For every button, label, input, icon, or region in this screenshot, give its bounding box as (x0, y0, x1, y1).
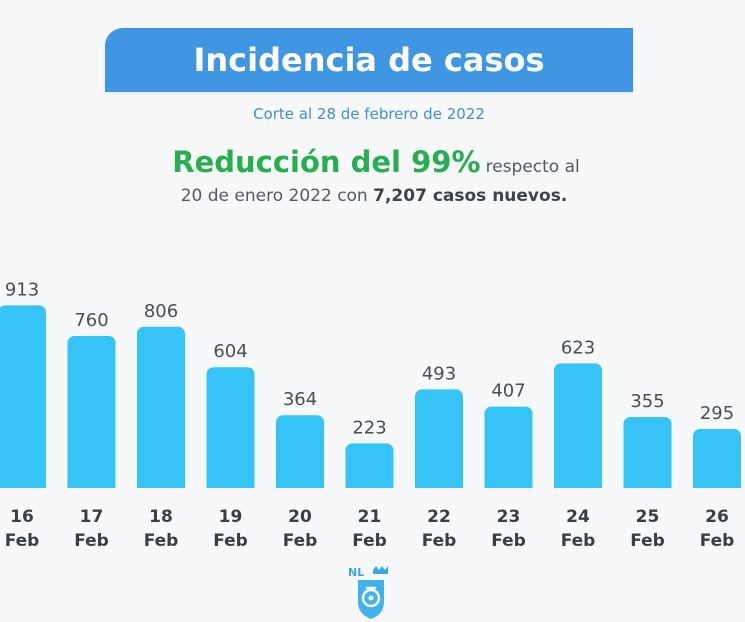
reduction-headline: Reducción del 99% respecto al (0, 143, 745, 186)
data-label-23: 407 (491, 381, 525, 402)
bar-22 (415, 389, 463, 495)
data-label-19: 604 (213, 341, 247, 362)
tick-label-month-20: Feb (283, 531, 318, 551)
tick-label-month-17: Feb (74, 531, 109, 551)
tick-label-day-19: 19 (219, 507, 243, 527)
bar-chart: 913 16 Feb 760 17 Feb 806 18 Feb 604 19 Feb 364 20 Feb… (0, 279, 745, 551)
tick-label-day-20: 20 (288, 507, 312, 527)
tick-label-day-16: 16 (10, 507, 34, 527)
data-label-25: 355 (630, 391, 664, 412)
tick-label-month-16: Feb (5, 531, 40, 551)
bar-17 (67, 336, 116, 495)
logo: NL (346, 564, 394, 622)
tick-label-day-22: 22 (427, 507, 451, 527)
data-label-18: 806 (144, 301, 178, 322)
baseline-mask (0, 488, 745, 497)
tick-label-month-25: Feb (630, 531, 665, 551)
tick-label-month-26: Feb (700, 531, 735, 551)
new-cases-count: 7,207 casos nuevos. (373, 186, 568, 206)
data-label-20: 364 (283, 389, 317, 410)
bar-16 (0, 305, 46, 495)
bar-23 (484, 406, 533, 495)
tick-label-month-21: Feb (352, 531, 387, 551)
tick-label-day-24: 24 (566, 507, 590, 527)
data-label-22: 493 (422, 363, 456, 384)
tick-label-month-19: Feb (213, 531, 248, 551)
data-label-21: 223 (352, 417, 386, 438)
data-label-26: 295 (700, 403, 734, 424)
tick-label-month-18: Feb (144, 531, 179, 551)
bar-21 (345, 443, 394, 495)
tick-label-month-22: Feb (422, 531, 457, 551)
tick-label-month-23: Feb (491, 531, 526, 551)
reduction-line2-prefix: 20 de enero 2022 con (180, 186, 374, 206)
reduction-line2: 20 de enero 2022 con 7,207 casos nuevos. (0, 183, 745, 209)
tick-label-day-17: 17 (80, 507, 104, 527)
tick-label-day-18: 18 (149, 507, 173, 527)
tick-label-day-25: 25 (636, 507, 660, 527)
bar-25 (623, 417, 672, 495)
data-label-24: 623 (561, 337, 595, 358)
bar-24 (554, 363, 602, 495)
bar-20 (276, 415, 324, 495)
tick-label-day-21: 21 (358, 507, 382, 527)
data-label-17: 760 (74, 310, 108, 331)
page-title: Incidencia de casos (193, 41, 545, 79)
tick-label-month-24: Feb (561, 531, 596, 551)
reduction-line1-rest: respecto al (485, 157, 580, 177)
date-subtitle: Corte al 28 de febrero de 2022 (253, 105, 485, 123)
title-banner (105, 28, 633, 92)
bar-19 (206, 367, 255, 495)
bar-18 (137, 326, 185, 495)
reduction-highlight: Reducción del 99% (172, 145, 481, 179)
nuevo-leon-shield-icon: NL (348, 566, 388, 619)
bar-26 (693, 429, 741, 495)
logo-text: NL (348, 566, 364, 579)
data-label-16: 913 (5, 279, 39, 300)
tick-label-day-26: 26 (705, 507, 729, 527)
tick-label-day-23: 23 (497, 507, 521, 527)
